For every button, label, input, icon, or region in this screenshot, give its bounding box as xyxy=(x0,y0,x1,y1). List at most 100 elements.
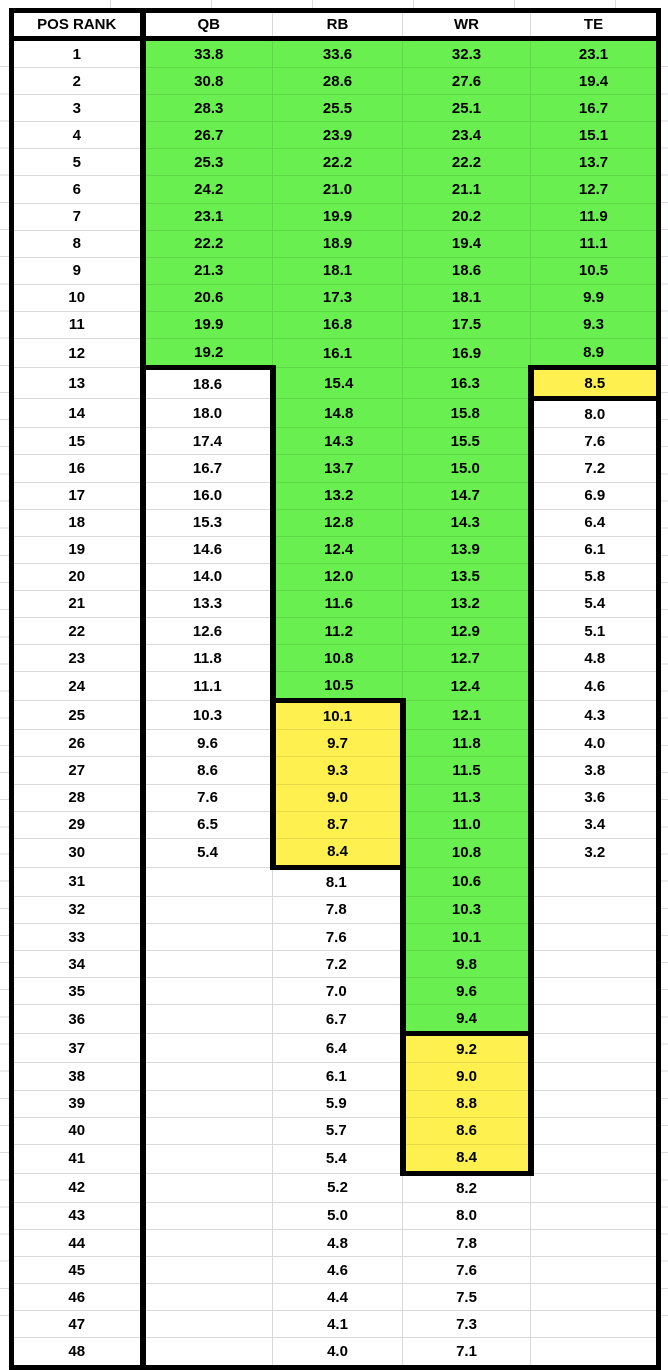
cell-qb-39[interactable] xyxy=(142,1089,273,1118)
cell-te-18[interactable]: 6.4 xyxy=(530,508,659,537)
cell-rb-25[interactable]: 10.1 xyxy=(272,700,406,731)
cell-rb-16[interactable]: 13.7 xyxy=(272,454,403,483)
cell-rank-38[interactable]: 38 xyxy=(11,1062,146,1091)
cell-rank-12[interactable]: 12 xyxy=(11,338,146,369)
cell-te-1[interactable]: 23.1 xyxy=(530,37,659,69)
cell-qb-44[interactable] xyxy=(142,1229,273,1258)
cell-te-26[interactable]: 4.0 xyxy=(530,729,659,758)
cell-te-4[interactable]: 15.1 xyxy=(530,121,659,150)
cell-wr-6[interactable]: 21.1 xyxy=(402,175,531,204)
cell-wr-20[interactable]: 13.5 xyxy=(402,562,534,591)
cell-qb-33[interactable] xyxy=(142,922,273,952)
cell-qb-9[interactable]: 21.3 xyxy=(142,256,273,285)
cell-rank-16[interactable]: 16 xyxy=(11,454,146,483)
cell-wr-46[interactable]: 7.5 xyxy=(402,1283,531,1312)
cell-te-37[interactable] xyxy=(530,1033,659,1064)
cell-rank-25[interactable]: 25 xyxy=(11,700,146,731)
cell-te-40[interactable] xyxy=(530,1116,659,1145)
cell-rank-39[interactable]: 39 xyxy=(11,1089,146,1118)
cell-rank-32[interactable]: 32 xyxy=(11,895,146,925)
cell-wr-15[interactable]: 15.5 xyxy=(402,427,534,456)
cell-wr-45[interactable]: 7.6 xyxy=(402,1256,531,1285)
cell-wr-41[interactable]: 8.4 xyxy=(402,1143,534,1176)
cell-te-25[interactable]: 4.3 xyxy=(530,700,659,731)
cell-rb-43[interactable]: 5.0 xyxy=(272,1201,403,1231)
cell-qb-24[interactable]: 11.1 xyxy=(142,671,276,702)
cell-te-36[interactable] xyxy=(530,1004,659,1035)
cell-qb-29[interactable]: 6.5 xyxy=(142,810,276,839)
cell-rb-32[interactable]: 7.8 xyxy=(272,895,406,925)
cell-qb-13[interactable]: 18.6 xyxy=(142,367,276,400)
cell-rank-2[interactable]: 2 xyxy=(11,67,146,96)
cell-rb-13[interactable]: 15.4 xyxy=(272,367,403,400)
cell-te-46[interactable] xyxy=(530,1283,659,1312)
cell-rank-10[interactable]: 10 xyxy=(11,283,146,312)
cell-wr-42[interactable]: 8.2 xyxy=(402,1172,531,1203)
cell-wr-5[interactable]: 22.2 xyxy=(402,148,531,177)
cell-te-48[interactable] xyxy=(530,1337,659,1368)
cell-te-42[interactable] xyxy=(530,1172,659,1203)
cell-rank-46[interactable]: 46 xyxy=(11,1283,146,1312)
cell-wr-29[interactable]: 11.0 xyxy=(402,810,534,839)
cell-wr-25[interactable]: 12.1 xyxy=(402,700,534,731)
cell-rank-19[interactable]: 19 xyxy=(11,535,146,564)
cell-rb-38[interactable]: 6.1 xyxy=(272,1062,406,1091)
cell-rb-14[interactable]: 14.8 xyxy=(272,398,403,429)
cell-qb-40[interactable] xyxy=(142,1116,273,1145)
cell-te-34[interactable] xyxy=(530,950,659,979)
cell-qb-15[interactable]: 17.4 xyxy=(142,427,276,456)
cell-rb-47[interactable]: 4.1 xyxy=(272,1310,403,1339)
cell-qb-43[interactable] xyxy=(142,1201,273,1231)
cell-wr-1[interactable]: 32.3 xyxy=(402,37,531,69)
cell-te-45[interactable] xyxy=(530,1256,659,1285)
cell-rb-45[interactable]: 4.6 xyxy=(272,1256,403,1285)
cell-qb-32[interactable] xyxy=(142,895,273,925)
cell-te-5[interactable]: 13.7 xyxy=(530,148,659,177)
cell-qb-38[interactable] xyxy=(142,1062,273,1091)
cell-wr-38[interactable]: 9.0 xyxy=(402,1062,534,1091)
cell-rb-5[interactable]: 22.2 xyxy=(272,148,403,177)
cell-rb-9[interactable]: 18.1 xyxy=(272,256,403,285)
cell-wr-48[interactable]: 7.1 xyxy=(402,1337,531,1368)
cell-te-22[interactable]: 5.1 xyxy=(530,616,659,646)
cell-qb-27[interactable]: 8.6 xyxy=(142,756,276,785)
cell-wr-23[interactable]: 12.7 xyxy=(402,644,534,673)
cell-te-6[interactable]: 12.7 xyxy=(530,175,659,204)
cell-rb-48[interactable]: 4.0 xyxy=(272,1337,403,1368)
cell-te-33[interactable] xyxy=(530,922,659,952)
cell-rank-42[interactable]: 42 xyxy=(11,1172,146,1203)
cell-rb-19[interactable]: 12.4 xyxy=(272,535,403,564)
cell-wr-16[interactable]: 15.0 xyxy=(402,454,534,483)
cell-te-19[interactable]: 6.1 xyxy=(530,535,659,564)
cell-rb-41[interactable]: 5.4 xyxy=(272,1143,406,1174)
cell-wr-28[interactable]: 11.3 xyxy=(402,783,534,812)
header-pos-rank[interactable]: POS RANK xyxy=(11,10,146,41)
cell-qb-17[interactable]: 16.0 xyxy=(142,481,276,510)
cell-qb-4[interactable]: 26.7 xyxy=(142,121,273,150)
cell-rank-30[interactable]: 30 xyxy=(11,837,146,868)
cell-qb-37[interactable] xyxy=(142,1033,273,1064)
cell-wr-35[interactable]: 9.6 xyxy=(402,977,534,1006)
cell-wr-14[interactable]: 15.8 xyxy=(402,398,534,429)
cell-qb-28[interactable]: 7.6 xyxy=(142,783,276,812)
cell-rank-22[interactable]: 22 xyxy=(11,616,146,646)
cell-rb-21[interactable]: 11.6 xyxy=(272,589,403,618)
cell-wr-2[interactable]: 27.6 xyxy=(402,67,531,96)
cell-te-10[interactable]: 9.9 xyxy=(530,283,659,312)
cell-wr-31[interactable]: 10.6 xyxy=(402,866,534,897)
cell-wr-24[interactable]: 12.4 xyxy=(402,671,534,702)
cell-te-20[interactable]: 5.8 xyxy=(530,562,659,591)
cell-te-23[interactable]: 4.8 xyxy=(530,644,659,673)
cell-wr-22[interactable]: 12.9 xyxy=(402,616,534,646)
cell-te-3[interactable]: 16.7 xyxy=(530,94,659,123)
cell-wr-18[interactable]: 14.3 xyxy=(402,508,534,537)
cell-te-7[interactable]: 11.9 xyxy=(530,202,659,231)
cell-te-2[interactable]: 19.4 xyxy=(530,67,659,96)
cell-te-15[interactable]: 7.6 xyxy=(530,427,659,456)
cell-rb-42[interactable]: 5.2 xyxy=(272,1172,403,1203)
cell-rank-1[interactable]: 1 xyxy=(11,37,146,69)
cell-wr-8[interactable]: 19.4 xyxy=(402,229,531,258)
cell-te-30[interactable]: 3.2 xyxy=(530,837,659,868)
cell-rb-8[interactable]: 18.9 xyxy=(272,229,403,258)
cell-te-24[interactable]: 4.6 xyxy=(530,671,659,702)
